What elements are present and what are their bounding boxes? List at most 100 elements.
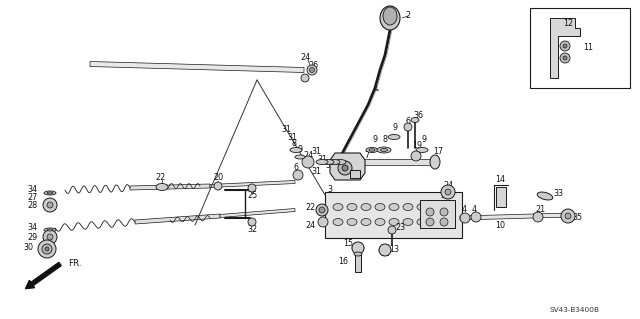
Text: FR.: FR. (68, 258, 81, 268)
Text: 2: 2 (405, 11, 411, 20)
Ellipse shape (290, 147, 302, 152)
Text: 30: 30 (23, 243, 33, 253)
Circle shape (214, 182, 222, 190)
Ellipse shape (537, 192, 553, 200)
Text: 9: 9 (298, 145, 303, 154)
Ellipse shape (295, 155, 305, 159)
Text: 8: 8 (291, 138, 296, 147)
Ellipse shape (47, 229, 53, 231)
Text: 16: 16 (338, 257, 348, 266)
Text: 28: 28 (27, 201, 37, 210)
Ellipse shape (375, 219, 385, 226)
Polygon shape (130, 184, 210, 190)
Text: 23: 23 (395, 224, 405, 233)
Text: 31: 31 (281, 125, 291, 135)
Text: 1: 1 (373, 84, 378, 93)
Text: 31: 31 (287, 132, 297, 142)
Circle shape (565, 213, 571, 219)
Ellipse shape (403, 204, 413, 211)
Circle shape (426, 218, 434, 226)
Text: 27: 27 (27, 192, 37, 202)
Text: 37: 37 (440, 191, 450, 201)
Circle shape (560, 53, 570, 63)
Ellipse shape (431, 204, 441, 211)
Text: 35: 35 (572, 213, 582, 222)
Circle shape (342, 165, 348, 171)
Circle shape (411, 151, 421, 161)
Circle shape (426, 208, 434, 216)
Ellipse shape (156, 183, 168, 190)
Bar (355, 254, 361, 272)
Circle shape (561, 209, 575, 223)
Ellipse shape (354, 252, 362, 256)
Text: 17: 17 (433, 147, 443, 157)
Text: 31: 31 (311, 167, 321, 176)
Circle shape (45, 247, 49, 251)
Text: 9: 9 (392, 123, 397, 132)
Circle shape (352, 242, 364, 254)
Circle shape (47, 234, 53, 240)
Text: 5: 5 (325, 160, 331, 169)
Text: 20: 20 (213, 173, 223, 182)
Circle shape (42, 244, 52, 254)
Circle shape (563, 56, 567, 60)
Ellipse shape (430, 155, 440, 169)
Circle shape (319, 207, 325, 213)
Circle shape (440, 208, 448, 216)
Text: 32: 32 (247, 226, 257, 234)
Circle shape (560, 41, 570, 51)
Circle shape (302, 156, 314, 168)
Polygon shape (340, 159, 430, 165)
FancyArrow shape (26, 262, 61, 289)
Polygon shape (460, 213, 570, 220)
Ellipse shape (361, 219, 371, 226)
Circle shape (293, 170, 303, 180)
Ellipse shape (361, 204, 371, 211)
Ellipse shape (389, 204, 399, 211)
Polygon shape (90, 62, 304, 72)
Text: 36: 36 (413, 110, 423, 120)
Text: 25: 25 (247, 191, 257, 201)
Circle shape (47, 202, 53, 208)
Circle shape (318, 217, 328, 227)
Ellipse shape (388, 135, 400, 139)
Ellipse shape (369, 149, 375, 151)
Polygon shape (220, 209, 295, 218)
Circle shape (307, 65, 317, 75)
Ellipse shape (375, 204, 385, 211)
Text: 33: 33 (553, 189, 563, 198)
Text: 4: 4 (461, 205, 467, 214)
Text: 31: 31 (317, 154, 327, 164)
Text: 9: 9 (372, 136, 378, 145)
Ellipse shape (403, 219, 413, 226)
Text: 34: 34 (27, 224, 37, 233)
Text: 19: 19 (412, 140, 422, 150)
Text: 13: 13 (389, 246, 399, 255)
Text: 8: 8 (383, 136, 387, 145)
Bar (530, 8, 630, 88)
Ellipse shape (47, 192, 53, 194)
Text: 29: 29 (27, 233, 37, 241)
Circle shape (440, 218, 448, 226)
Circle shape (445, 189, 451, 195)
Polygon shape (210, 181, 295, 188)
Polygon shape (135, 214, 220, 224)
Text: 24: 24 (300, 53, 310, 62)
Circle shape (441, 185, 455, 199)
Text: 4: 4 (472, 205, 477, 214)
Text: 11: 11 (583, 43, 593, 53)
Circle shape (338, 161, 352, 175)
Ellipse shape (316, 160, 328, 165)
Ellipse shape (334, 160, 346, 165)
Polygon shape (330, 153, 365, 180)
Circle shape (248, 184, 256, 192)
Ellipse shape (347, 219, 357, 226)
Ellipse shape (333, 219, 343, 226)
Circle shape (38, 240, 56, 258)
Ellipse shape (328, 160, 340, 165)
Ellipse shape (322, 160, 334, 165)
Bar (420, 200, 455, 228)
Ellipse shape (381, 149, 387, 152)
Text: 3: 3 (328, 184, 333, 194)
Text: 6: 6 (294, 164, 298, 173)
